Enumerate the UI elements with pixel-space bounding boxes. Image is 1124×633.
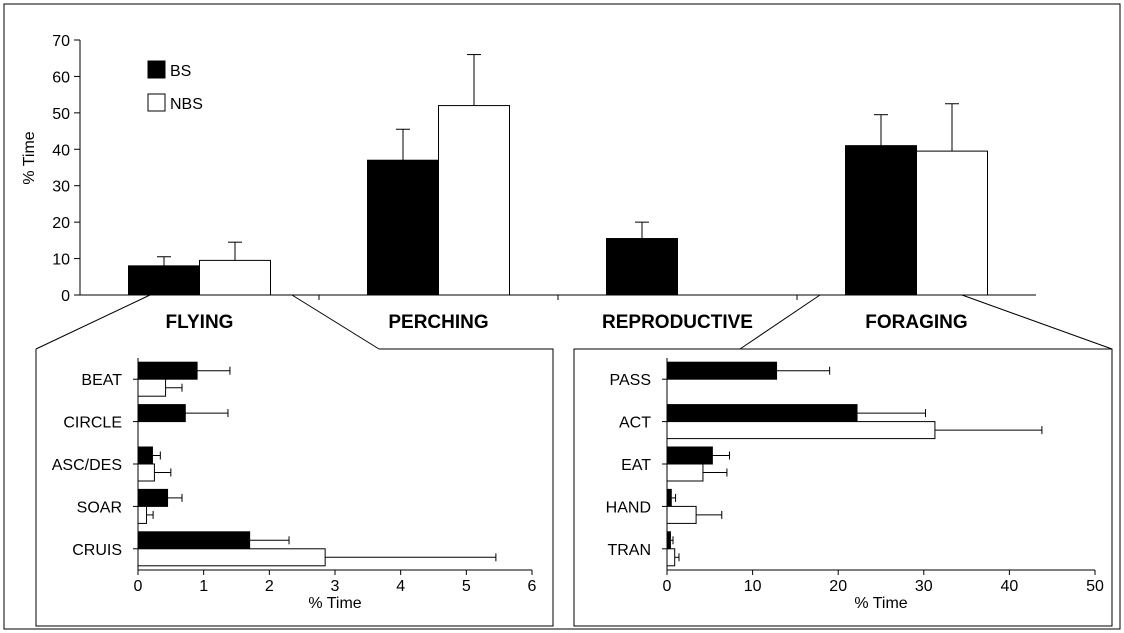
foraging-bar-bs-hand <box>666 488 672 507</box>
bar-bs-flying <box>128 265 200 296</box>
bar-nbs-perching <box>438 105 510 296</box>
bar-bs-perching <box>367 159 439 296</box>
flying-x-tick-label: 2 <box>265 578 274 595</box>
foraging-bar-bs-eat <box>666 446 713 465</box>
flying-x-tick-label: 5 <box>462 578 471 595</box>
main-y-tick-label: 0 <box>61 288 70 305</box>
foraging-connector-right <box>961 294 1113 350</box>
category-label-reproductive: REPRODUCTIVE <box>602 312 753 333</box>
flying-row-label-cruis: CRUIS <box>72 542 122 559</box>
foraging-x-axis-title: % Time <box>854 595 907 612</box>
main-chart: % Time 0 10 20 30 40 50 60 70 FLYING PERCHING REP… <box>21 33 1036 333</box>
flying-connector-left <box>35 294 151 350</box>
foraging-bar-bs-tran <box>666 531 671 550</box>
flying-x-axis-title: % Time <box>308 595 361 612</box>
foraging-x-tick-label: 20 <box>829 578 847 595</box>
main-bars <box>128 54 988 296</box>
flying-row-label-asc-des: ASC/DES <box>52 457 122 474</box>
foraging-x-tick-label: 40 <box>1001 578 1019 595</box>
flying-panel-frame <box>35 348 554 627</box>
foraging-panel-frame <box>573 348 1113 627</box>
main-y-tick-label: 60 <box>52 69 70 86</box>
flying-row-label-soar: SOAR <box>77 499 122 516</box>
foraging-row-label-pass: PASS <box>610 372 652 389</box>
flying-bar-bs-cruis <box>137 531 251 550</box>
flying-bar-bs-soar <box>137 488 169 507</box>
foraging-row-label-eat: EAT <box>621 457 651 474</box>
category-label-perching: PERCHING <box>388 312 488 333</box>
flying-row-label-beat: BEAT <box>81 372 122 389</box>
bar-nbs-flying <box>199 259 271 296</box>
legend-label-bs: BS <box>170 63 191 80</box>
flying-row-label-circle: CIRCLE <box>63 415 122 432</box>
foraging-x-tick-label: 10 <box>744 578 762 595</box>
flying-x-tick-label: 3 <box>331 578 340 595</box>
foraging-bar-nbs-act <box>666 421 936 440</box>
bar-nbs-foraging <box>916 150 988 296</box>
main-y-axis-title: % Time <box>21 131 38 184</box>
legend-swatch-bs <box>147 60 166 79</box>
foraging-connector-left <box>739 294 821 350</box>
foraging-row-label-tran: TRAN <box>607 542 651 559</box>
main-legend: BS NBS <box>147 60 203 113</box>
main-y-tick-label: 30 <box>52 179 70 196</box>
bar-bs-foraging <box>845 145 917 296</box>
foraging-bar-nbs-hand <box>666 505 697 524</box>
bar-bs-reproductive <box>606 238 678 296</box>
foraging-row-label-act: ACT <box>619 415 651 432</box>
foraging-bar-bs-act <box>666 404 858 423</box>
flying-bar-nbs-beat <box>137 378 167 397</box>
flying-connector-right <box>291 294 380 350</box>
main-category-labels: FLYING PERCHING REPRODUCTIVE FORAGING <box>166 312 968 333</box>
foraging-breakdown-panel: 0 10 20 30 40 50 % Time PASS ACT EAT HAND TRAN <box>573 348 1113 627</box>
flying-breakdown-panel: 0 1 2 3 4 5 6 % Time BEAT CIRCLE ASC/DES SOAR CRUIS <box>35 348 554 627</box>
category-label-flying: FLYING <box>166 312 234 333</box>
flying-bar-nbs-asc-des <box>137 463 155 482</box>
flying-bar-bs-asc-des <box>137 446 153 465</box>
main-y-tick-label: 20 <box>52 215 70 232</box>
flying-x-tick-label: 4 <box>396 578 405 595</box>
foraging-x-tick-label: 0 <box>663 578 672 595</box>
legend-label-nbs: NBS <box>170 96 203 113</box>
category-label-foraging: FORAGING <box>865 312 967 333</box>
main-y-tick-label: 40 <box>52 142 70 159</box>
legend-swatch-nbs <box>147 93 166 112</box>
main-y-tick-label: 70 <box>52 33 70 50</box>
foraging-row-label-hand: HAND <box>606 499 651 516</box>
flying-x-tick-label: 6 <box>528 578 537 595</box>
main-y-tick-label: 10 <box>52 252 70 269</box>
foraging-x-tick-label: 30 <box>915 578 933 595</box>
flying-bar-bs-circle <box>137 404 186 423</box>
flying-x-tick-label: 0 <box>134 578 143 595</box>
connector-lines <box>35 294 1113 350</box>
flying-x-tick-label: 1 <box>199 578 208 595</box>
figure-frame <box>3 3 1121 630</box>
flying-bar-nbs-soar <box>137 505 148 524</box>
flying-bar-bs-beat <box>137 361 198 380</box>
main-y-tick-label: 50 <box>52 106 70 123</box>
foraging-bar-nbs-eat <box>666 463 704 482</box>
flying-bar-nbs-cruis <box>137 548 326 567</box>
foraging-bar-nbs-tran <box>666 548 676 567</box>
foraging-x-tick-label: 50 <box>1086 578 1104 595</box>
foraging-bar-bs-pass <box>666 361 778 380</box>
